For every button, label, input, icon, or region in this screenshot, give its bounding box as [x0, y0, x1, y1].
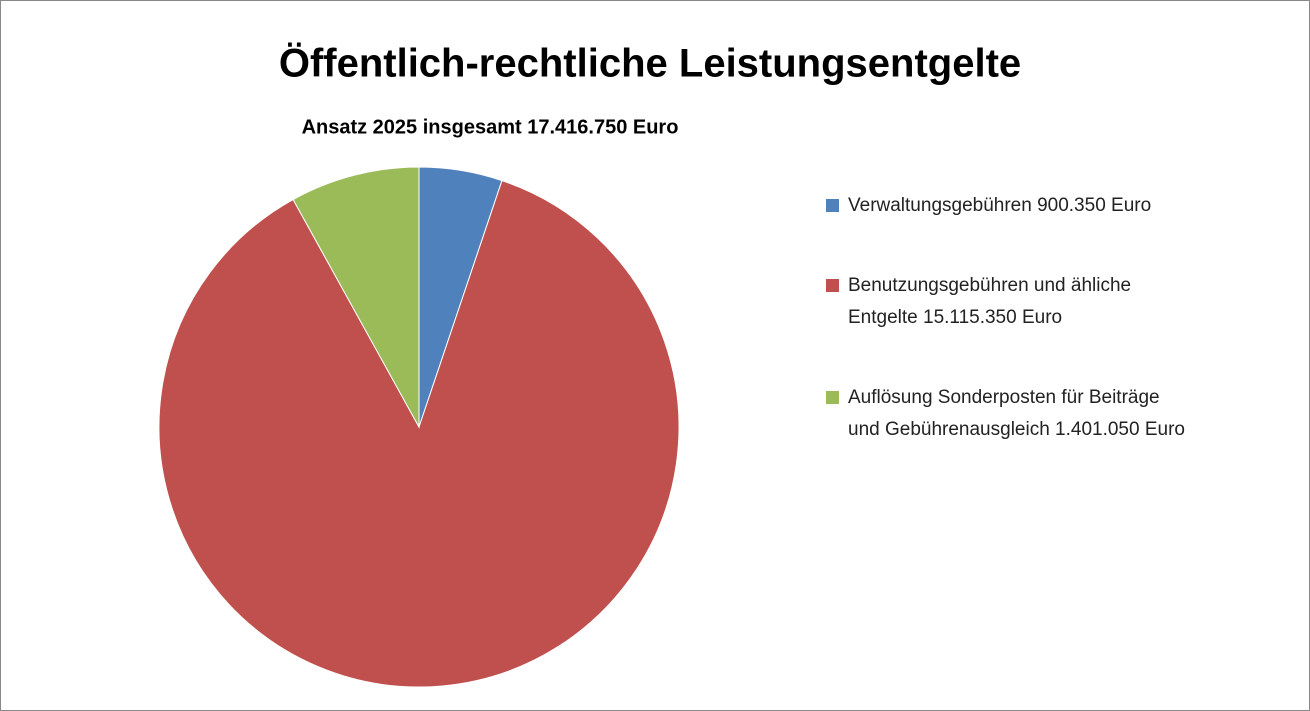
legend-entry: Auflösung Sonderposten für Beiträge und …	[826, 382, 1186, 446]
legend-label: Benutzungsgebühren und ähliche Entgelte …	[848, 275, 1132, 328]
chart-title: Öffentlich-rechtliche Leistungsentgelte	[279, 41, 1021, 86]
pie-slice	[292, 166, 420, 429]
legend: Verwaltungsgebühren 900.350 Euro Benutzun…	[826, 190, 1186, 494]
legend-swatch	[826, 199, 839, 212]
legend-label: Auflösung Sonderposten für Beiträge und …	[848, 387, 1185, 440]
legend-swatch	[826, 391, 839, 404]
legend-entry: Verwaltungsgebühren 900.350 Euro	[826, 190, 1186, 222]
chart-subtitle: Ansatz 2025 insgesamt 17.416.750 Euro	[302, 116, 679, 138]
legend-label: Verwaltungsgebühren 900.350 Euro	[848, 195, 1152, 216]
legend-entry: Benutzungsgebühren und ähliche Entgelte …	[826, 270, 1186, 334]
pie	[158, 166, 680, 688]
legend-swatch	[826, 279, 839, 292]
pie-slice	[158, 179, 680, 688]
